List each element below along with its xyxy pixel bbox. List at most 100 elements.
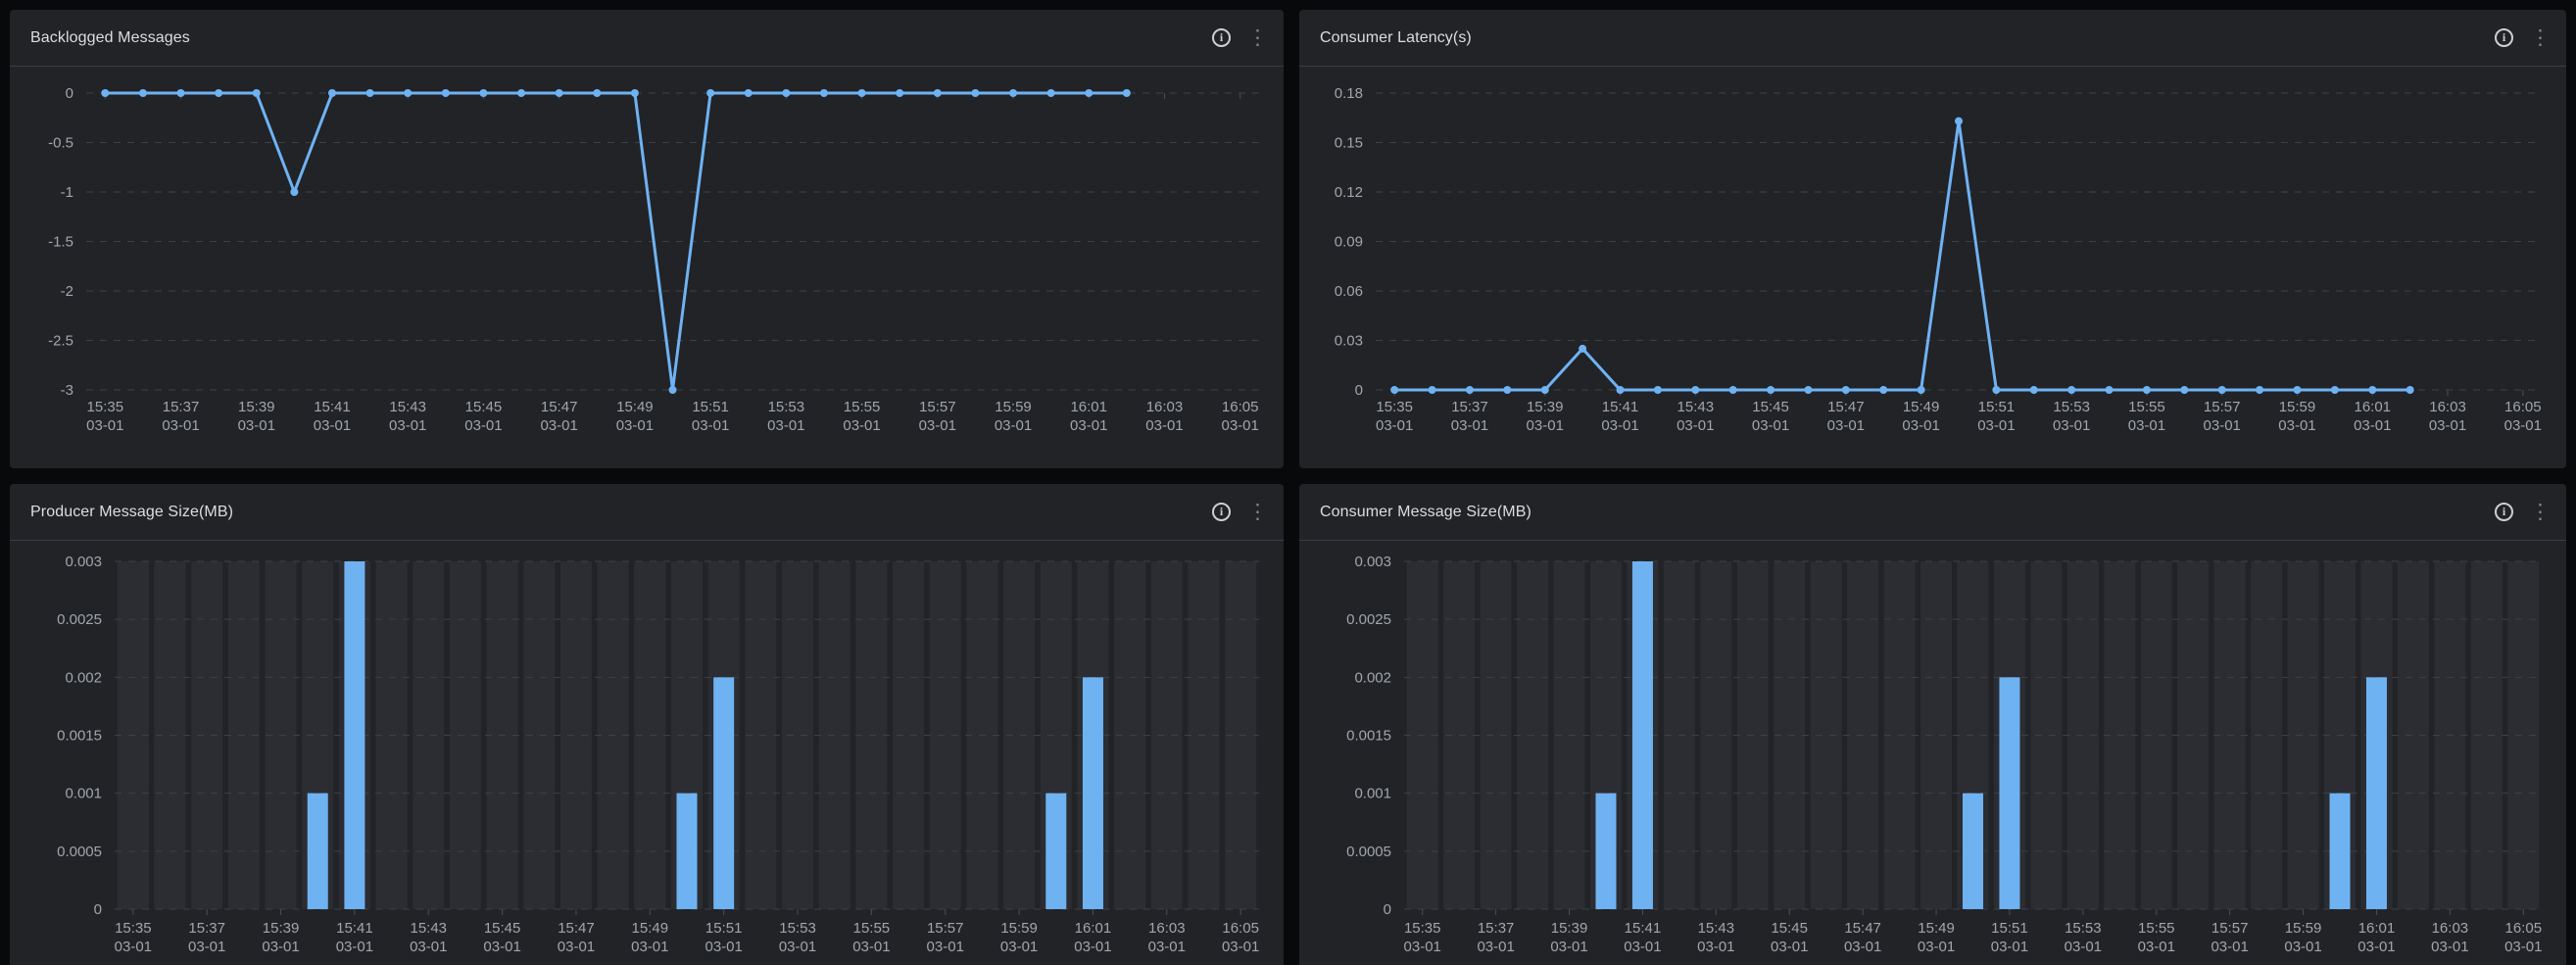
svg-text:0.15: 0.15 <box>1335 135 1363 152</box>
panel-header: Backlogged Messages i ⋮ <box>10 10 1284 67</box>
svg-text:0: 0 <box>66 85 73 102</box>
svg-text:0.09: 0.09 <box>1335 234 1363 251</box>
panel-title: Backlogged Messages <box>30 28 190 46</box>
kebab-menu-icon[interactable]: ⋮ <box>2530 501 2551 523</box>
panel-header: Consumer Message Size(MB) i ⋮ <box>1299 484 2566 541</box>
svg-text:0.002: 0.002 <box>1354 669 1391 686</box>
svg-text:0.03: 0.03 <box>1335 333 1363 350</box>
svg-text:0.18: 0.18 <box>1335 85 1363 102</box>
svg-text:0: 0 <box>1355 382 1363 399</box>
svg-text:0.0005: 0.0005 <box>57 844 102 860</box>
panel-title: Consumer Latency(s) <box>1320 28 1472 46</box>
chart-canvas-consumer-latency[interactable]: 15:35 03-01 15:37 03-01 15:39 03-01 15:41 03-01… <box>1299 10 2566 468</box>
svg-text:0.0015: 0.0015 <box>57 728 102 745</box>
chart-canvas-backlogged-messages[interactable]: 15:35 03-01 15:37 03-01 15:39 03-01 15:41 03-01… <box>10 10 1284 468</box>
svg-text:0.0025: 0.0025 <box>57 611 102 628</box>
panel-actions: i ⋮ <box>1212 501 1274 523</box>
chart-canvas-consumer-message-size[interactable]: 15:35 03-01 15:37 03-01 15:39 03-01 15:41 03-01… <box>1299 484 2566 965</box>
info-icon[interactable]: i <box>2495 28 2513 47</box>
svg-text:0.001: 0.001 <box>65 786 102 802</box>
panel-title: Producer Message Size(MB) <box>30 503 234 520</box>
panel-consumer-latency: Consumer Latency(s) i ⋮ 15:35 03-01 15:37 0… <box>1299 10 2566 468</box>
info-icon[interactable]: i <box>1212 28 1231 47</box>
chart-canvas-producer-message-size[interactable]: 15:35 03-01 15:37 03-01 15:39 03-01 15:41 03-01… <box>10 484 1284 965</box>
svg-text:0.06: 0.06 <box>1335 283 1363 300</box>
kebab-menu-icon[interactable]: ⋮ <box>1247 501 1268 523</box>
panel-actions: i ⋮ <box>2495 501 2556 523</box>
panel-header: Producer Message Size(MB) i ⋮ <box>10 484 1284 541</box>
info-icon[interactable]: i <box>2495 503 2513 521</box>
svg-text:-1: -1 <box>61 184 73 201</box>
panel-title: Consumer Message Size(MB) <box>1320 503 1531 520</box>
panel-actions: i ⋮ <box>1212 26 1274 49</box>
panel-consumer-message-size: Consumer Message Size(MB) i ⋮ 15:35 03-01… <box>1299 484 2566 965</box>
panel-header: Consumer Latency(s) i ⋮ <box>1299 10 2566 67</box>
svg-text:-2.5: -2.5 <box>48 333 73 350</box>
info-icon[interactable]: i <box>1212 503 1231 521</box>
svg-text:0.003: 0.003 <box>1354 554 1391 570</box>
svg-text:-0.5: -0.5 <box>48 135 73 152</box>
svg-text:-1.5: -1.5 <box>48 234 73 251</box>
svg-text:0: 0 <box>1384 901 1391 918</box>
kebab-menu-icon[interactable]: ⋮ <box>2530 26 2551 49</box>
svg-text:0.12: 0.12 <box>1335 184 1363 201</box>
svg-text:0.0015: 0.0015 <box>1346 728 1391 745</box>
svg-text:0.001: 0.001 <box>1354 786 1391 802</box>
svg-text:-3: -3 <box>61 382 73 399</box>
panel-backlogged-messages: Backlogged Messages i ⋮ 15:35 03-01 15:37 0… <box>10 10 1284 468</box>
kebab-menu-icon[interactable]: ⋮ <box>1247 26 1268 49</box>
panel-actions: i ⋮ <box>2495 26 2556 49</box>
svg-text:0.0005: 0.0005 <box>1346 844 1391 860</box>
svg-text:0.002: 0.002 <box>65 669 102 686</box>
